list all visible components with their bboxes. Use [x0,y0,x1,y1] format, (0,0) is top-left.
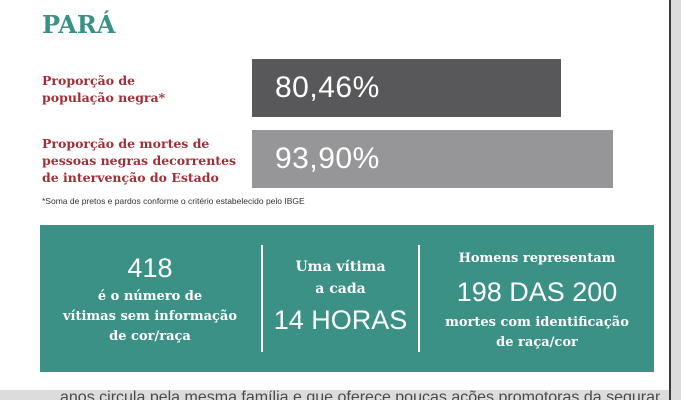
stat-text: mortes com identificação de raça/cor [445,315,629,350]
stat-number: 418 [127,253,173,283]
label-population: Proporção de população negra* [42,72,165,106]
stat-text: Uma vítima a cada [295,259,386,297]
label-deaths: Proporção de mortes de pessoas negras de… [42,135,236,186]
infographic-card: PARÁ Proporção de população negra* 80,46… [0,0,669,390]
stat-divider [418,245,420,352]
stat-text: é o número de vítimas sem informação de … [62,289,238,344]
stat-frequency: Uma vítima a cada 14 HORAS [263,225,418,372]
bar-value-population: 80,46% [275,71,380,104]
label-line: Proporção de [42,73,136,88]
footnote: *Soma de pretos e pardos conforme o crit… [42,196,305,206]
stat-number: 14 HORAS [273,305,408,335]
label-line: Proporção de mortes de [42,136,210,151]
page-edge [669,0,671,400]
stat-unidentified: 418 é o número de vítimas sem informação… [40,225,260,372]
stat-heading: Homens representam [458,251,616,266]
label-line: pessoas negras decorrentes [42,153,237,168]
stat-divider [261,245,263,352]
bar-population [252,59,561,117]
background-body-text: anos circula pela mesma família e que of… [60,389,660,400]
state-title: PARÁ [42,10,116,39]
stats-panel: 418 é o número de vítimas sem informação… [40,225,654,372]
bar-value-deaths: 93,90% [275,142,380,175]
bar-deaths [252,130,613,188]
stat-men: Homens representam 198 DAS 200 mortes co… [420,225,654,372]
label-line: de intervenção do Estado [42,170,219,185]
label-line: população negra* [42,90,166,105]
stat-number: 198 DAS 200 [456,277,618,307]
